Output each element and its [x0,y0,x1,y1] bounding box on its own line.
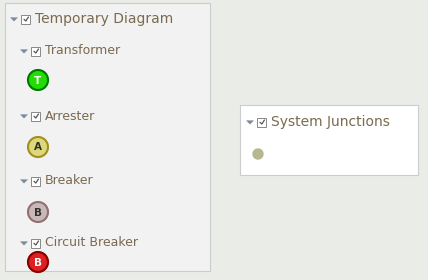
Circle shape [253,149,263,159]
Polygon shape [20,179,28,183]
Circle shape [28,202,48,222]
Text: B: B [34,258,42,267]
Text: Temporary Diagram: Temporary Diagram [35,12,173,26]
Polygon shape [20,115,28,118]
Text: Circuit Breaker: Circuit Breaker [45,237,138,249]
Polygon shape [10,17,18,21]
Circle shape [28,137,48,157]
Bar [32,239,41,248]
Circle shape [28,252,48,272]
Text: Arrester: Arrester [45,109,95,123]
Bar [258,118,267,127]
FancyBboxPatch shape [240,105,418,175]
Polygon shape [20,241,28,245]
Bar [32,111,41,120]
Text: Breaker: Breaker [45,174,94,188]
Text: B: B [34,207,42,218]
Bar [32,176,41,186]
Bar [21,15,30,24]
Polygon shape [20,49,28,53]
Bar [32,46,41,55]
Text: System Junctions: System Junctions [271,115,390,129]
Polygon shape [246,120,254,124]
FancyBboxPatch shape [5,3,210,271]
Circle shape [28,70,48,90]
Text: A: A [34,143,42,153]
Text: T: T [34,76,42,85]
Text: Transformer: Transformer [45,45,120,57]
